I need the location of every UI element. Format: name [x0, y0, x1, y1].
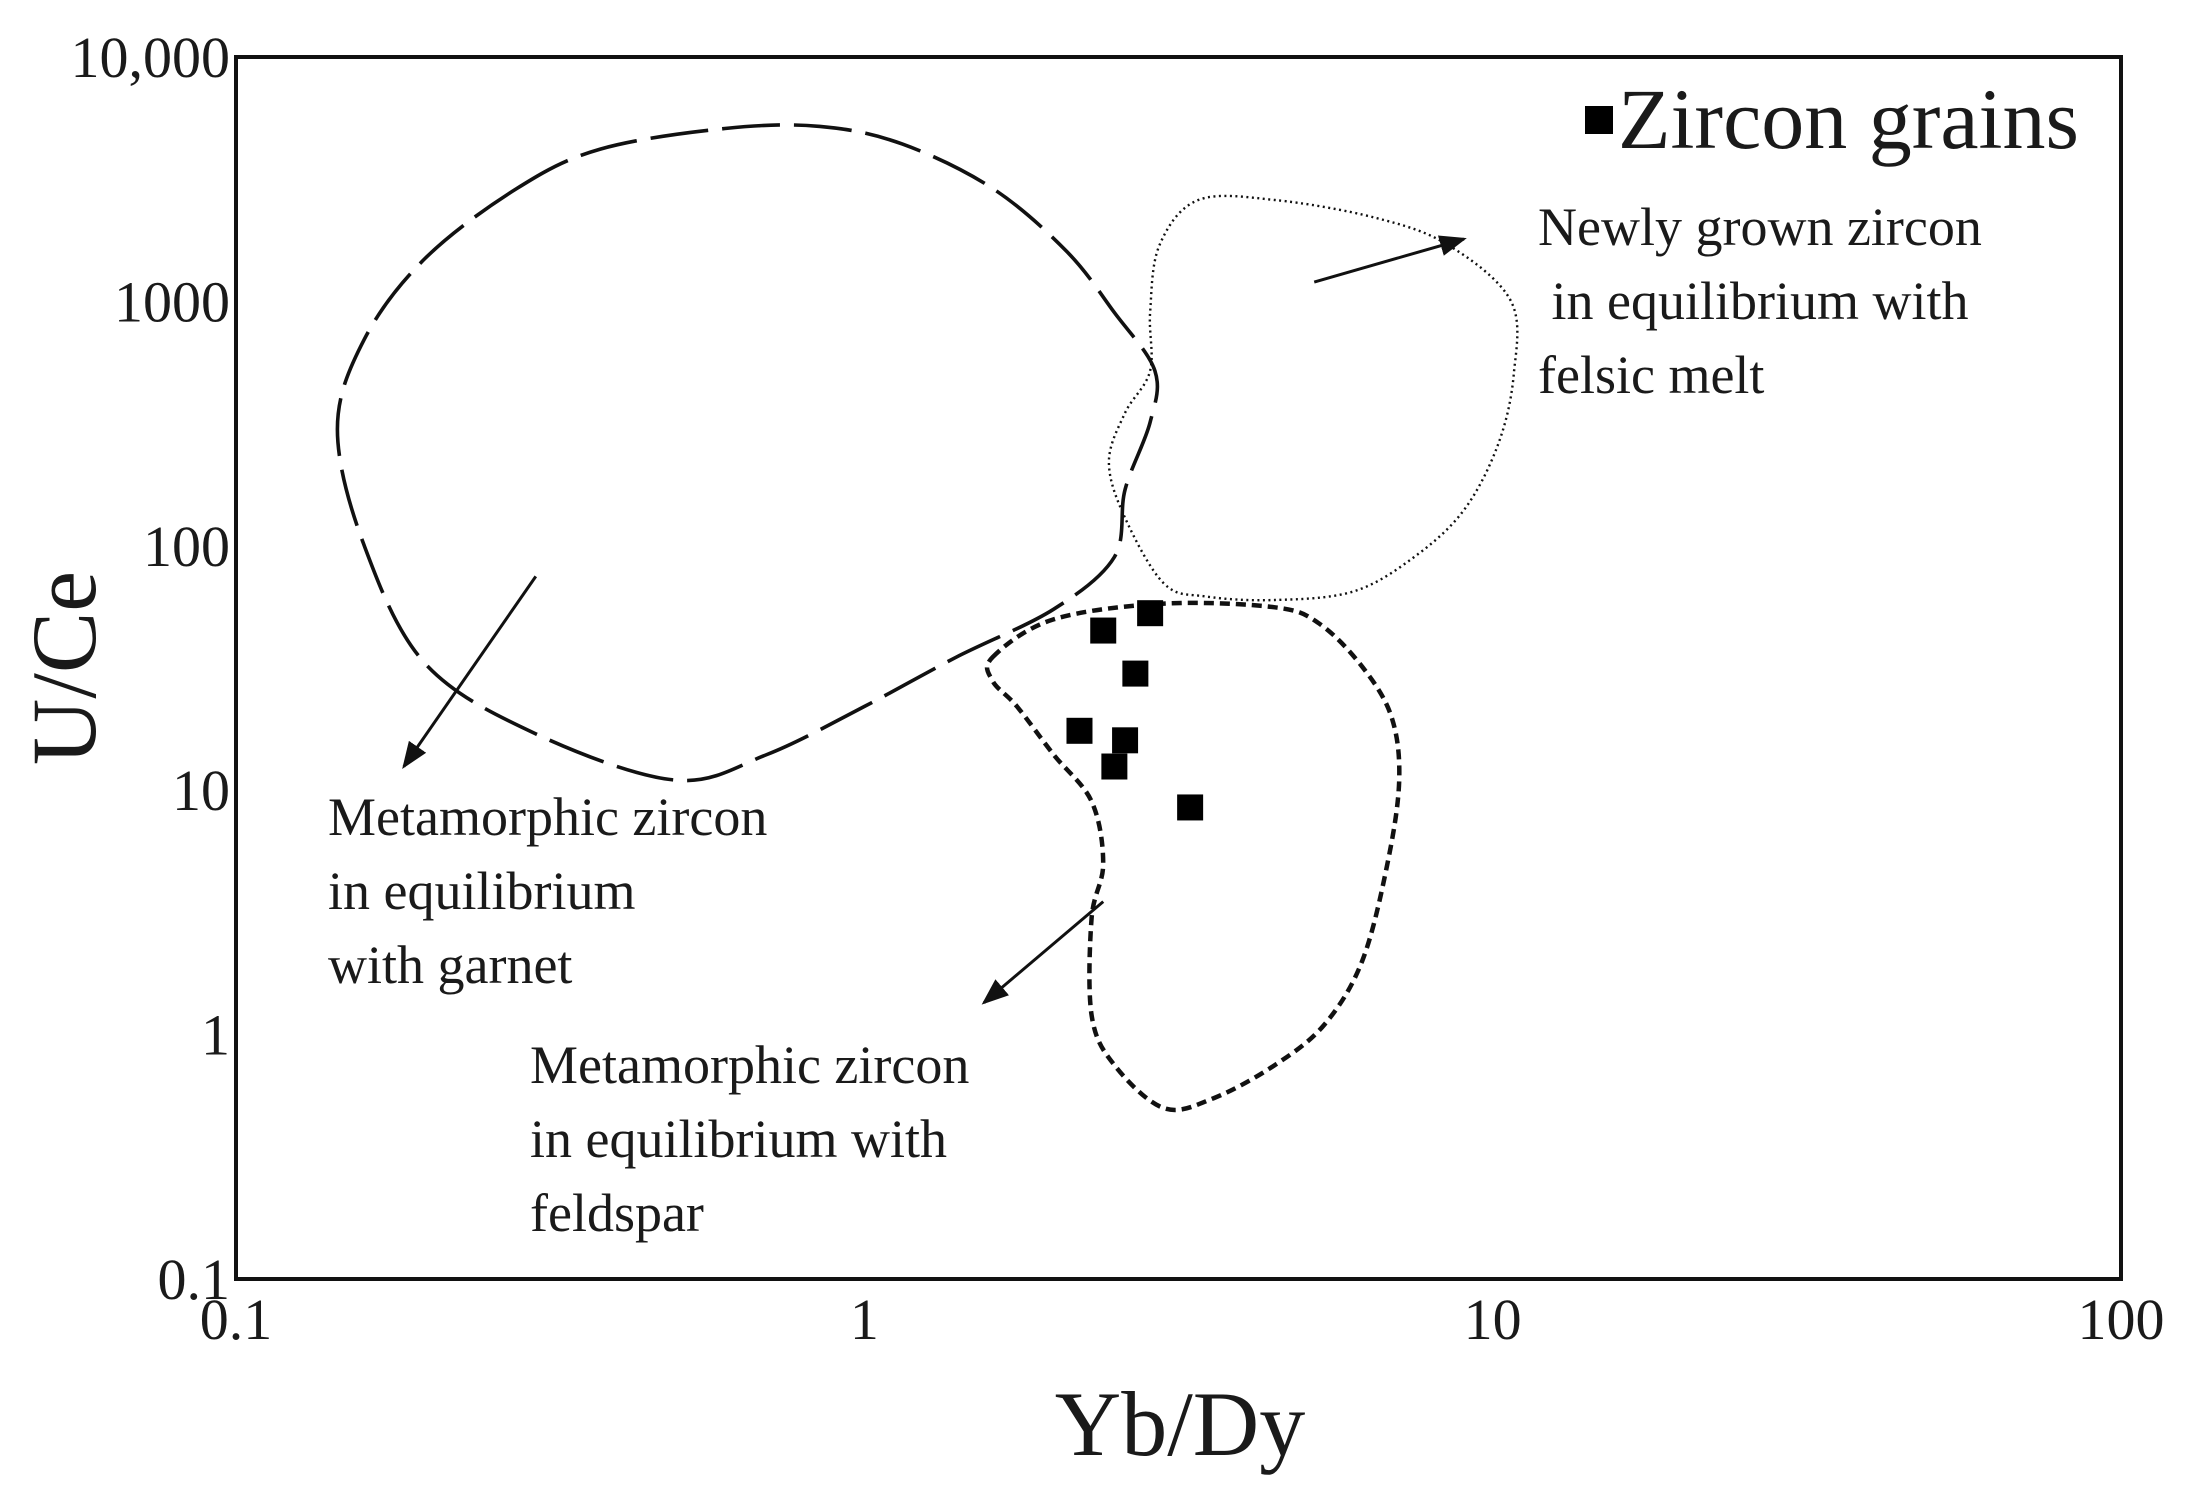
- zircon-point: [1101, 753, 1128, 780]
- x-tick-label: 1: [850, 1287, 879, 1352]
- region-arrow: [981, 900, 1105, 1005]
- x-tick-label: 100: [2078, 1287, 2165, 1352]
- zircon-point: [1122, 660, 1149, 687]
- region-label-line: feldspar: [530, 1183, 704, 1243]
- y-tick-label: 10: [172, 758, 230, 823]
- zircon-point: [1066, 717, 1093, 744]
- y-tick-label: 0.1: [158, 1247, 231, 1312]
- x-tick-label: 10: [1464, 1287, 1522, 1352]
- y-axis-title: U/Ce: [13, 571, 115, 765]
- x-axis-title: Yb/Dy: [1055, 1373, 1305, 1475]
- region-outline-long-dash: [335, 123, 1160, 783]
- zircon-point: [1112, 727, 1139, 754]
- zircon-point: [1177, 794, 1204, 821]
- region-label-line: with garnet: [328, 935, 572, 995]
- x-tick-label: 0.1: [200, 1287, 273, 1352]
- y-tick-label: 1000: [114, 269, 230, 334]
- region-outline-short-dash: [984, 600, 1402, 1113]
- region-arrow: [1313, 235, 1467, 284]
- region-label-line: felsic melt: [1538, 345, 1764, 405]
- zircon-point: [1090, 617, 1117, 644]
- region-outline-dotted: [1107, 194, 1519, 602]
- y-tick-label: 10,000: [71, 25, 231, 90]
- y-tick-label: 1: [201, 1003, 230, 1068]
- region-label-line: in equilibrium with: [530, 1109, 947, 1169]
- zircon-point: [1137, 600, 1164, 627]
- zircon-points: [1066, 600, 1204, 821]
- y-tick-label: 100: [143, 514, 230, 579]
- region-label-line: in equilibrium: [328, 861, 635, 921]
- legend: Zircon grains: [1585, 71, 2079, 167]
- region-label-line: Metamorphic zircon: [530, 1035, 969, 1095]
- legend-label: Zircon grains: [1618, 71, 2079, 167]
- region-label-line: in equilibrium with: [1538, 271, 1968, 331]
- y-tick-labels: 0.1 1 10 100 1000 10,000: [71, 25, 231, 1312]
- region-label-line: Newly grown zircon: [1538, 197, 1982, 257]
- region-label-line: Metamorphic zircon: [328, 787, 767, 847]
- plot-frame: [234, 55, 2123, 1281]
- legend-marker-square: [1585, 106, 1613, 134]
- region-arrow: [402, 575, 538, 769]
- region-layer: Metamorphic zircon in equilibrium with gar…: [328, 123, 1982, 1243]
- x-tick-labels: 0.1 1 10 100: [200, 1287, 2165, 1352]
